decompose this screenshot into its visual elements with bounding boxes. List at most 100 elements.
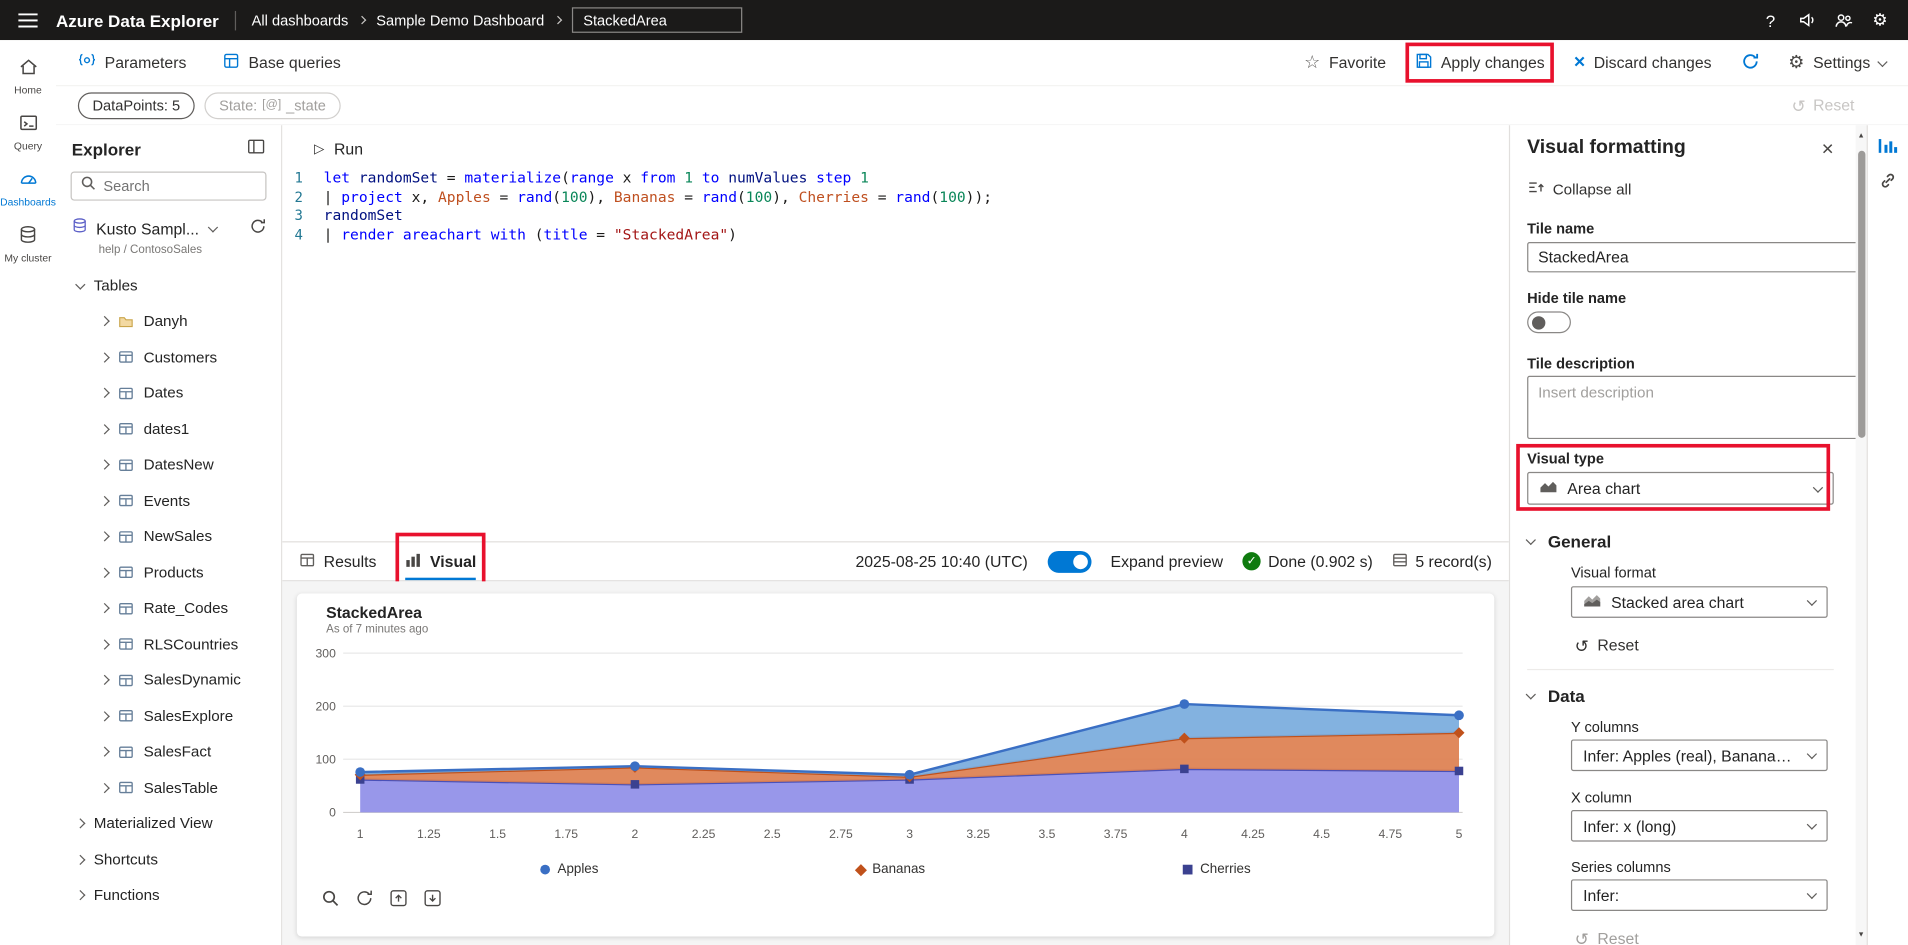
hide-tile-name-toggle[interactable] bbox=[1527, 311, 1571, 334]
tree-item-danyh[interactable]: Danyh bbox=[56, 303, 281, 339]
scroll-up-icon[interactable]: ▲ bbox=[1857, 132, 1865, 140]
parameters-button[interactable]: Parameters bbox=[78, 52, 186, 73]
tree-item-salesexplore[interactable]: SalesExplore bbox=[56, 698, 281, 734]
tab-results[interactable]: Results bbox=[299, 542, 376, 580]
tree-item-datesnew[interactable]: DatesNew bbox=[56, 447, 281, 483]
svg-text:1: 1 bbox=[357, 827, 364, 841]
discard-changes-button[interactable]: × Discard changes bbox=[1573, 51, 1712, 73]
topbar-actions: ? ⚙ bbox=[1752, 0, 1908, 40]
visual-formatting-tab-icon[interactable] bbox=[1878, 136, 1899, 155]
apply-changes-button[interactable]: Apply changes bbox=[1405, 42, 1555, 83]
tree-item-customers[interactable]: Customers bbox=[56, 339, 281, 375]
sidebar-item-dashboards[interactable]: Dashboards bbox=[0, 162, 56, 218]
data-reset-button[interactable]: ↺ Reset bbox=[1574, 928, 1639, 945]
tree-item-salesfact[interactable]: SalesFact bbox=[56, 734, 281, 770]
section-data[interactable]: Data bbox=[1525, 686, 1834, 705]
svg-text:1.25: 1.25 bbox=[417, 827, 441, 841]
sidebar-item-home[interactable]: Home bbox=[0, 50, 56, 106]
arrow-down-box-icon[interactable] bbox=[423, 889, 441, 907]
legend-item-cherries[interactable]: Cherries bbox=[1183, 862, 1251, 877]
query-status: Done (0.902 s) bbox=[1268, 552, 1373, 571]
collapse-panel-icon[interactable] bbox=[247, 137, 265, 161]
collapse-all-button[interactable]: Collapse all bbox=[1527, 179, 1834, 200]
arrow-up-box-icon[interactable] bbox=[389, 889, 407, 907]
chevron-down-icon bbox=[1525, 534, 1536, 546]
code-lines[interactable]: 1 let randomSet = materialize(range x fro… bbox=[282, 169, 1509, 245]
account-people-icon[interactable] bbox=[1825, 0, 1862, 40]
tree-item-dates[interactable]: Dates bbox=[56, 375, 281, 411]
tree-section-tables[interactable]: Tables bbox=[56, 268, 281, 304]
tile-title: StackedArea bbox=[326, 603, 422, 622]
legend-marker-icon bbox=[854, 863, 867, 876]
refresh-connection-icon[interactable] bbox=[249, 217, 266, 240]
y-columns-dropdown[interactable]: Infer: Apples (real), Bananas (real), ..… bbox=[1570, 739, 1828, 772]
search-input[interactable] bbox=[103, 177, 257, 195]
legend-item-bananas[interactable]: Bananas bbox=[854, 862, 925, 877]
visual-format-dropdown[interactable]: Stacked area chart bbox=[1570, 586, 1828, 618]
scrollbar-thumb[interactable] bbox=[1857, 150, 1865, 438]
tree-item-dates1[interactable]: dates1 bbox=[56, 411, 281, 447]
code-line[interactable]: 1 let randomSet = materialize(range x fro… bbox=[294, 169, 869, 187]
sidebar-item-query[interactable]: Query bbox=[0, 106, 56, 162]
x-column-dropdown[interactable]: Infer: x (long) bbox=[1570, 810, 1828, 842]
star-icon: ☆ bbox=[1304, 52, 1321, 73]
breadcrumb-dashboard[interactable]: Sample Demo Dashboard bbox=[376, 11, 545, 29]
section-general[interactable]: General bbox=[1525, 531, 1834, 551]
help-icon[interactable]: ? bbox=[1765, 10, 1776, 30]
home-icon bbox=[16, 56, 39, 80]
feedback-megaphone-icon[interactable] bbox=[1789, 0, 1826, 40]
panel-scrollbar[interactable]: ▲ ▼ bbox=[1855, 125, 1867, 945]
series-columns-dropdown[interactable]: Infer: bbox=[1570, 879, 1828, 911]
reset-parameters-button[interactable]: ↺ Reset bbox=[1791, 95, 1855, 115]
run-button[interactable]: ▷ Run bbox=[313, 139, 364, 158]
chevron-right-icon bbox=[99, 352, 110, 363]
cluster-selector[interactable]: Kusto Sampl... bbox=[56, 201, 281, 241]
legend-item-apples[interactable]: Apples bbox=[540, 862, 598, 877]
base-queries-button[interactable]: Base queries bbox=[223, 52, 341, 73]
favorite-button[interactable]: ☆ Favorite bbox=[1304, 52, 1387, 73]
svg-text:3.5: 3.5 bbox=[1039, 827, 1056, 841]
tree-section-shortcuts[interactable]: Shortcuts bbox=[56, 842, 281, 878]
refresh-button[interactable] bbox=[1741, 52, 1759, 74]
tree-item-salesdynamic[interactable]: SalesDynamic bbox=[56, 662, 281, 698]
tree-item-products[interactable]: Products bbox=[56, 555, 281, 591]
explorer-panel: Explorer Kusto Sampl... help / ContosoSa… bbox=[55, 125, 283, 945]
chevron-right-icon bbox=[99, 603, 110, 614]
datapoints-pill[interactable]: DataPoints: 5 bbox=[77, 91, 195, 119]
tree-item-salestable[interactable]: SalesTable bbox=[56, 770, 281, 806]
settings-button[interactable]: ⚙ Settings bbox=[1788, 54, 1888, 72]
tree-item-newsales[interactable]: NewSales bbox=[56, 519, 281, 555]
code-line[interactable]: 3 randomSet bbox=[294, 207, 403, 225]
breadcrumb-all-dashboards[interactable]: All dashboards bbox=[251, 11, 349, 29]
breadcrumb-chevron-icon bbox=[357, 15, 367, 25]
general-reset-button[interactable]: ↺ Reset bbox=[1574, 635, 1639, 655]
state-pill[interactable]: State: [@] _state bbox=[204, 91, 341, 119]
tree-section-materialized-view[interactable]: Materialized View bbox=[56, 806, 281, 842]
record-count: 5 record(s) bbox=[1415, 552, 1492, 571]
tile-name-input[interactable] bbox=[1527, 242, 1856, 273]
close-icon[interactable]: × bbox=[1821, 136, 1834, 160]
svg-text:1.75: 1.75 bbox=[554, 827, 578, 841]
link-icon[interactable] bbox=[1879, 171, 1897, 189]
dashboard-name-input[interactable] bbox=[572, 7, 743, 33]
sync-refresh-icon[interactable] bbox=[355, 889, 373, 907]
zoom-icon[interactable] bbox=[321, 889, 339, 907]
sidebar-item-my-cluster[interactable]: My cluster bbox=[0, 218, 56, 274]
scroll-down-icon[interactable]: ▼ bbox=[1857, 931, 1865, 939]
explorer-title: Explorer bbox=[71, 139, 141, 160]
chevron-right-icon bbox=[75, 854, 86, 865]
expand-preview-toggle[interactable] bbox=[1047, 550, 1092, 573]
tile-description-input[interactable] bbox=[1527, 375, 1856, 440]
hamburger-menu-icon[interactable] bbox=[0, 0, 56, 40]
tree-item-rate_codes[interactable]: Rate_Codes bbox=[56, 590, 281, 626]
visual-type-dropdown[interactable]: Area chart bbox=[1527, 471, 1834, 505]
code-line[interactable]: 4 | render areachart with (title = "Stack… bbox=[294, 226, 737, 244]
tree-item-events[interactable]: Events bbox=[56, 483, 281, 519]
code-line[interactable]: 2 | project x, Apples = rand(100), Banana… bbox=[294, 188, 993, 206]
tab-visual[interactable]: Visual bbox=[395, 532, 487, 590]
chevron-right-icon bbox=[99, 387, 110, 399]
tree-item-rlscountries[interactable]: RLSCountries bbox=[56, 626, 281, 662]
settings-gear-icon[interactable]: ⚙ bbox=[1872, 9, 1888, 30]
tree-section-functions[interactable]: Functions bbox=[56, 878, 281, 914]
